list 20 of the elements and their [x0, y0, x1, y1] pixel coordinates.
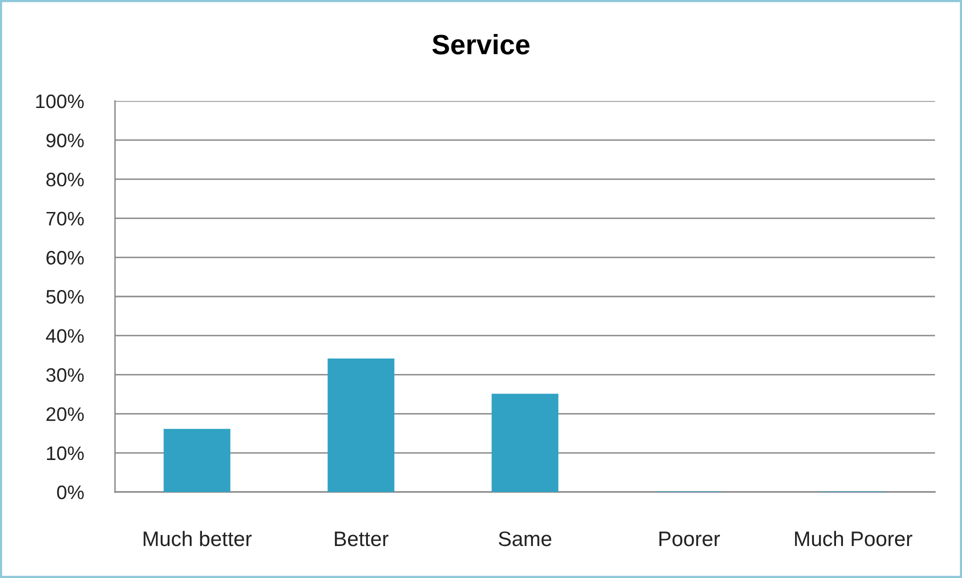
x-tick-label: Same [498, 531, 552, 546]
bar [164, 428, 230, 492]
y-tick-label: 60% [46, 250, 84, 265]
x-tick-label: Poorer [659, 532, 720, 546]
y-tick-label: 90% [46, 134, 84, 148]
y-tick-label: 50% [46, 290, 84, 304]
bar [492, 394, 558, 492]
y-tick-label: 30% [46, 368, 84, 382]
y-tick-label: 100% [36, 94, 84, 108]
y-tick-label: 40% [46, 329, 84, 343]
y-tick-label: 70% [46, 212, 84, 226]
x-tick-label: Much better [144, 530, 252, 546]
y-tick-label: 0% [57, 485, 84, 500]
x-tick-label: Much Poorer [795, 530, 912, 546]
y-tick-label: 10% [47, 446, 84, 460]
bar [328, 358, 394, 492]
y-tick-label: 80% [46, 172, 84, 186]
chart-title: Service [432, 34, 530, 54]
x-tick-label: Better [334, 532, 388, 546]
y-tick-label: 20% [46, 407, 84, 422]
